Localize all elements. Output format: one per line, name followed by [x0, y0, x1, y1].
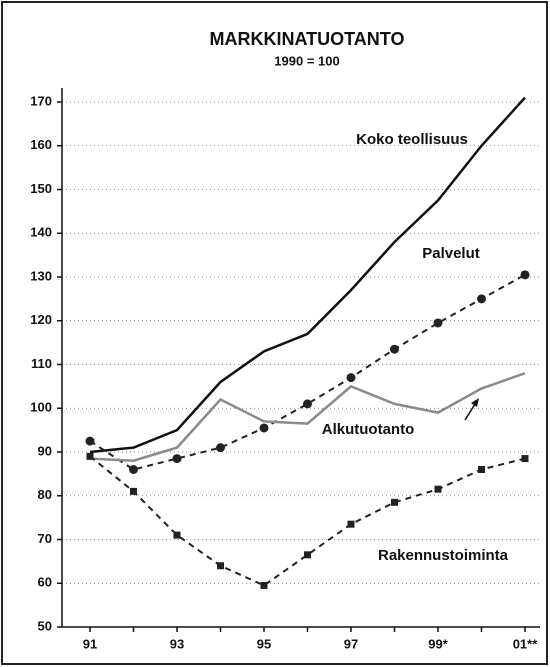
point — [217, 562, 224, 570]
y-tick-label: 100 — [30, 400, 52, 415]
y-tick-label: 90 — [38, 443, 52, 458]
point — [477, 294, 486, 304]
arrow-head — [471, 398, 479, 407]
point — [259, 423, 269, 433]
y-tick-label: 110 — [31, 356, 52, 371]
point — [520, 270, 530, 280]
series-line — [89, 455, 526, 587]
x-tick-label: 95 — [257, 636, 271, 651]
point — [521, 455, 529, 463]
chart-title: MARKKINATUOTANTO — [210, 29, 405, 49]
series-line — [89, 96, 526, 454]
y-tick-label: 170 — [30, 93, 52, 108]
y-tick-label: 60 — [38, 575, 52, 590]
series-label: Palvelut — [422, 245, 480, 262]
y-tick-label: 80 — [38, 487, 52, 502]
series-label: Rakennustoiminta — [377, 547, 509, 564]
y-tick-label: 150 — [30, 181, 52, 196]
point — [390, 344, 399, 354]
point — [129, 465, 138, 474]
point — [130, 487, 137, 495]
point — [434, 485, 442, 493]
point — [85, 436, 95, 446]
y-tick-label: 130 — [30, 268, 52, 283]
y-tick-label: 160 — [30, 137, 52, 152]
point — [478, 466, 485, 473]
x-tick-label: 99* — [428, 636, 448, 651]
y-tick-label: 50 — [38, 618, 52, 633]
point — [346, 373, 356, 383]
series-line — [89, 273, 526, 471]
point — [304, 551, 311, 559]
point — [391, 498, 398, 506]
y-tick-label: 70 — [38, 531, 52, 546]
point — [260, 581, 268, 589]
chart-subtitle: 1990 = 100 — [274, 53, 339, 68]
x-tick-label: 01** — [513, 636, 539, 651]
x-tick-label: 91 — [83, 636, 97, 651]
series-line — [89, 372, 526, 463]
y-tick-label: 140 — [30, 225, 52, 240]
point — [172, 454, 182, 464]
x-tick-label: 97 — [344, 636, 358, 651]
point — [173, 531, 181, 539]
series-label: Koko teollisuus — [356, 131, 468, 148]
point — [86, 452, 94, 460]
x-tick-label: 93 — [170, 636, 184, 651]
point — [433, 318, 443, 328]
series-label: Alkutuotanto — [321, 421, 415, 438]
point — [347, 520, 355, 528]
point — [303, 399, 312, 409]
point — [216, 443, 225, 453]
y-tick-label: 120 — [30, 312, 52, 327]
